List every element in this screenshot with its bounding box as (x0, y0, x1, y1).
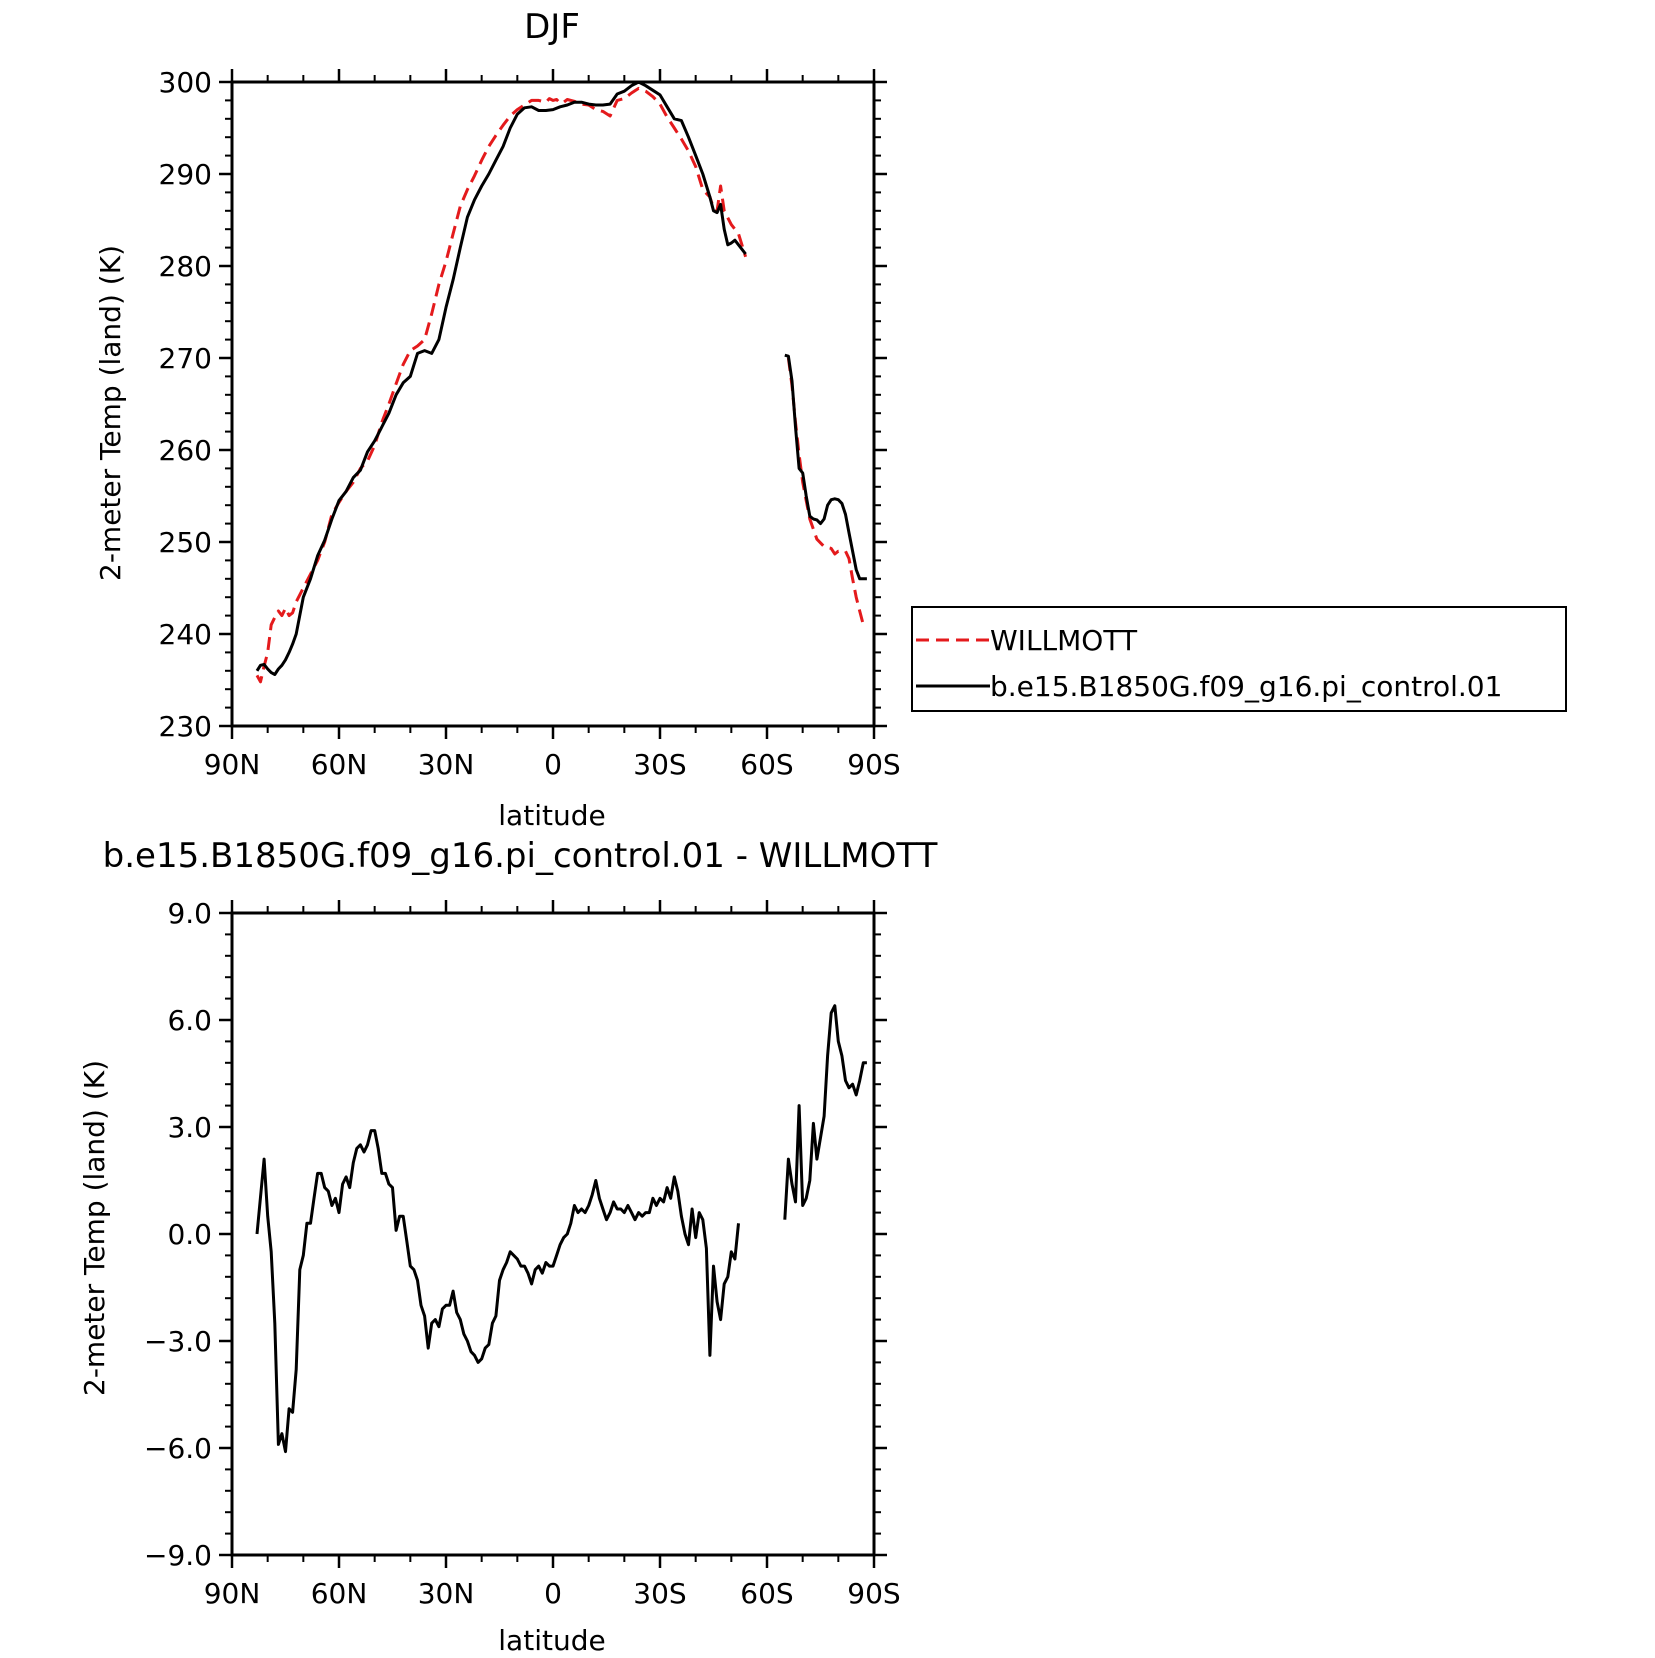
bottom-chart-y-tick-label: −3.0 (144, 1325, 212, 1358)
top-chart-y-tick-label: 250 (159, 526, 212, 559)
legend-label-willmott: WILLMOTT (990, 624, 1138, 657)
bottom-chart-y-tick-label: −6.0 (144, 1432, 212, 1465)
bottom-chart-y-tick-label: 6.0 (167, 1004, 212, 1037)
top-chart-series-0-segment-1 (786, 357, 868, 627)
top-chart-y-tick-label: 260 (159, 434, 212, 467)
bottom-chart-x-tick-label: 30S (633, 1577, 686, 1610)
top-chart-y-axis-label: 2-meter Temp (land) (K) (94, 245, 127, 581)
top-chart-y-tick-label: 300 (159, 66, 212, 99)
top-chart-series (255, 80, 868, 684)
bottom-chart-title: b.e15.B1850G.f09_g16.pi_control.01 - WIL… (103, 836, 938, 876)
bottom-chart-axes: 90N 60N 30N 0 30S 60S 90S 9.0 6.0 3.0 0.0 −3.0 −6.0 −… (144, 897, 901, 1610)
top-chart-y-tick-label: 270 (159, 342, 212, 375)
top-chart-y-tick-label: 240 (159, 618, 212, 651)
bottom-chart-series (255, 1004, 867, 1454)
bottom-chart-y-axis-label: 2-meter Temp (land) (K) (78, 1060, 111, 1396)
top-chart-x-tick-label: 30S (633, 748, 686, 781)
bottom-chart-y-tick-label: 9.0 (167, 897, 212, 930)
top-chart-y-tick-label: 280 (159, 250, 212, 283)
top-chart-panel: DJF 90N 60N 30N 0 30S 60S 90S 230 240 250 260 270 28… (94, 7, 901, 832)
legend-label-model: b.e15.B1850G.f09_g16.pi_control.01 (990, 670, 1502, 703)
bottom-chart-series-0-segment-0 (255, 1129, 740, 1454)
top-chart-title: DJF (524, 7, 580, 47)
top-chart-y-tick-label: 230 (159, 710, 212, 743)
bottom-chart-series-0-segment-1 (783, 1004, 867, 1220)
bottom-chart-x-tick-label: 90N (204, 1577, 261, 1610)
bottom-chart-x-axis-label: latitude (498, 1624, 605, 1657)
bottom-chart-frame (230, 911, 876, 1557)
top-chart-x-tick-label: 60N (311, 748, 368, 781)
top-chart-frame (230, 80, 876, 728)
legend-box (911, 606, 1567, 712)
bottom-chart-x-tick-label: 30N (418, 1577, 475, 1610)
top-chart-series-1-segment-1 (784, 353, 867, 581)
bottom-chart-x-tick-label: 0 (544, 1577, 562, 1610)
bottom-chart-panel: b.e15.B1850G.f09_g16.pi_control.01 - WIL… (78, 836, 938, 1657)
top-chart-x-tick-label: 30N (418, 748, 475, 781)
legend: WILLMOTT b.e15.B1850G.f09_g16.pi_control… (911, 606, 1567, 712)
bottom-chart-y-tick-label: −9.0 (144, 1539, 212, 1572)
top-chart-x-tick-label: 90S (847, 748, 900, 781)
top-chart-x-axis-label: latitude (498, 799, 605, 832)
top-chart-axes: 90N 60N 30N 0 30S 60S 90S 230 240 250 260 270 280 290… (159, 66, 901, 781)
top-chart-series-0-segment-0 (255, 86, 748, 684)
bottom-chart-y-tick-label: 3.0 (167, 1111, 212, 1144)
top-chart-series-1-segment-0 (255, 80, 747, 676)
top-chart-x-tick-label: 0 (544, 748, 562, 781)
bottom-chart-y-tick-label: 0.0 (167, 1218, 212, 1251)
bottom-chart-x-tick-label: 90S (847, 1577, 900, 1610)
top-chart-x-tick-label: 60S (740, 748, 793, 781)
bottom-chart-x-tick-label: 60S (740, 1577, 793, 1610)
top-chart-x-tick-label: 90N (204, 748, 261, 781)
top-chart-y-tick-label: 290 (159, 158, 212, 191)
bottom-chart-x-tick-label: 60N (311, 1577, 368, 1610)
